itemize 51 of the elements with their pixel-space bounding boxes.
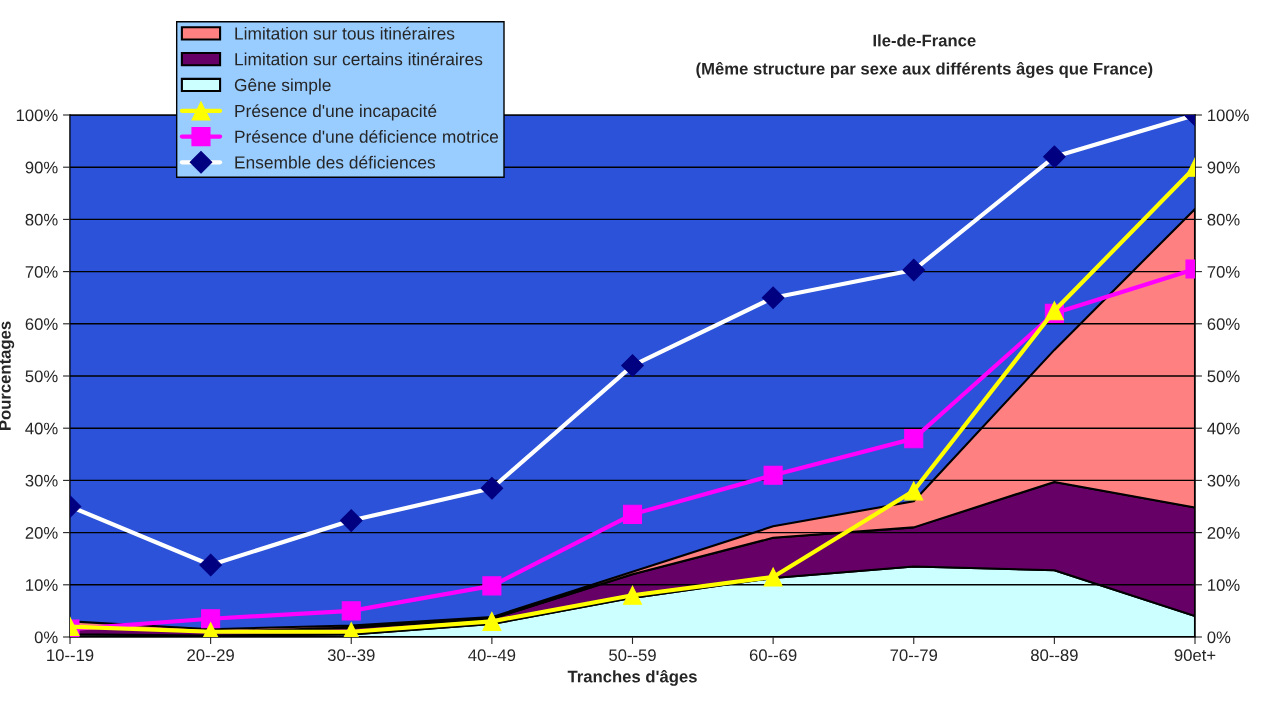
y-tick-label: 40%	[25, 422, 58, 435]
point	[763, 465, 783, 485]
legend-label: Ensemble des déficiences	[235, 155, 436, 169]
point	[622, 585, 643, 605]
y-tick-label: 80%	[25, 213, 58, 226]
point	[763, 567, 783, 587]
x-tick-label: 40--49	[468, 649, 516, 662]
x-tick-label: 10--19	[47, 649, 94, 662]
legend-label: Présence d'une déficience motrice	[235, 129, 499, 143]
legend-label: Gêne simple	[234, 78, 331, 95]
x-tick-label: 20--29	[187, 649, 234, 662]
x-tick-label: 60--69	[749, 649, 797, 662]
y-tick-label: 70%	[25, 266, 58, 278]
y-tick-label: 90%	[25, 161, 58, 174]
y-tick-label: 60%	[25, 318, 58, 330]
y2-tick-label: 100%	[1208, 109, 1249, 122]
y2-tick-label: 90%	[1207, 161, 1240, 174]
y-tick-label: 10%	[26, 579, 58, 591]
x-tick-label: 70--79	[890, 649, 938, 662]
chart-subtitle: (Même structure par sexe aux différents âges que France)	[696, 62, 1153, 78]
y-tick-label: 20%	[25, 527, 58, 539]
point	[904, 481, 924, 501]
x-tick-label: 80--89	[1031, 649, 1078, 662]
y2-tick-label: 50%	[1207, 370, 1240, 383]
x-tick-label: 50--59	[609, 649, 656, 662]
point	[482, 611, 502, 631]
y2-tick-label: 30%	[1207, 474, 1240, 487]
legend-label: Limitation sur certains itinéraires	[235, 52, 483, 66]
point	[904, 429, 924, 449]
x-tick-label: 30--39	[327, 649, 375, 662]
x-axis-title: Tranches d'âges	[567, 669, 697, 686]
y2-tick-label: 40%	[1207, 422, 1240, 435]
y2-tick-label: 20%	[1207, 527, 1240, 539]
y-tick-label: 100%	[16, 109, 58, 122]
y2-tick-label: 10%	[1208, 579, 1240, 591]
chart-title: Ile-de-France	[873, 34, 976, 47]
y-axis-title: Pourcentages	[0, 321, 15, 430]
y-tick-label: 50%	[25, 370, 58, 383]
y-tick-label: 0%	[34, 631, 58, 644]
y2-tick-label: 80%	[1207, 213, 1240, 226]
y2-tick-label: 70%	[1207, 266, 1240, 278]
point	[341, 601, 361, 621]
y-tick-label: 30%	[25, 474, 58, 487]
point	[201, 609, 221, 629]
legend-label: Présence d'une incapacité	[235, 104, 437, 121]
y2-tick-label: 60%	[1207, 318, 1240, 330]
point	[482, 576, 502, 596]
legend-label: Limitation sur tous itinéraires	[235, 26, 455, 40]
point	[622, 504, 643, 524]
y2-tick-label: 0%	[1207, 631, 1231, 644]
x-tick-label: 90et+	[1174, 649, 1216, 662]
